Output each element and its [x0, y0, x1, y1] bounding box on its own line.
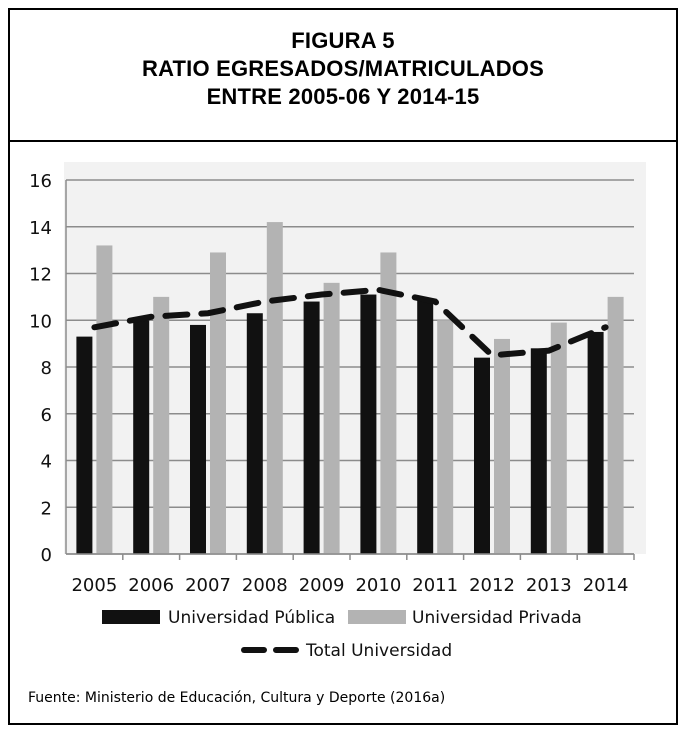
bar-privada [323, 282, 340, 554]
bar-privada [96, 245, 113, 554]
bar-publica [587, 331, 604, 554]
y-tick-label: 10 [29, 311, 52, 332]
figure-header: FIGURA 5 RATIO EGRESADOS/MATRICULADOS EN… [10, 10, 676, 142]
x-tick-label: 2011 [412, 575, 458, 596]
bar-chart: 0 2 4 6 8 10 12 14 16 2005 2006 2007 2008 2009 2010 201… [29, 162, 646, 661]
x-tick-label: 2007 [185, 575, 231, 596]
x-tick-label: 2013 [526, 575, 572, 596]
x-tick-label: 2014 [583, 575, 629, 596]
y-tick-label: 12 [29, 265, 52, 286]
x-tick-label: 2006 [128, 575, 174, 596]
source-note: Fuente: Ministerio de Educación, Cultura… [28, 690, 446, 706]
bar-privada [266, 222, 283, 554]
x-tick-label: 2005 [71, 575, 117, 596]
legend-label-total: Total Universidad [305, 641, 452, 661]
y-tick-label: 4 [41, 452, 52, 473]
bar-publica [530, 348, 547, 554]
legend-label-publica: Universidad Pública [168, 608, 335, 628]
figure-title-line-1: RATIO EGRESADOS/MATRICULADOS [141, 56, 544, 81]
y-tick-label: 6 [41, 405, 52, 426]
bar-publica [246, 313, 263, 554]
bar-publica [360, 294, 377, 554]
line-total-universidad [91, 286, 609, 359]
y-tick-label: 2 [41, 498, 52, 519]
y-tick-label: 16 [29, 171, 52, 192]
figure-label: FIGURA 5 [291, 28, 395, 53]
bar-publica [303, 301, 320, 554]
x-tick-label: 2010 [355, 575, 401, 596]
bar-publica [417, 299, 434, 554]
y-tick-label: 0 [41, 545, 52, 566]
bar-privada [494, 338, 510, 554]
legend-swatch-publica [102, 610, 160, 624]
bar-privada [550, 322, 567, 554]
bar-privada [437, 320, 454, 554]
y-tick-label: 14 [29, 218, 52, 239]
bar-publica [133, 320, 150, 554]
y-tick-label: 8 [41, 358, 52, 379]
bar-privada [153, 296, 170, 554]
x-tick-label: 2008 [242, 575, 288, 596]
bar-publica [474, 357, 490, 554]
bar-privada [210, 252, 226, 554]
legend-swatch-privada [348, 610, 406, 624]
bar-privada [380, 252, 397, 554]
figure-title-line-2: ENTRE 2005-06 Y 2014-15 [206, 84, 480, 109]
x-tick-label: 2009 [299, 575, 345, 596]
chart-area: 0 2 4 6 8 10 12 14 16 2005 2006 2007 2008 2009 2010 201… [10, 142, 676, 682]
figure-frame: FIGURA 5 RATIO EGRESADOS/MATRICULADOS EN… [8, 8, 678, 725]
bar-privada [607, 296, 624, 554]
bar-publica [190, 324, 206, 554]
x-tick-label: 2012 [469, 575, 515, 596]
bar-publica [76, 336, 93, 554]
legend-label-privada: Universidad Privada [412, 608, 582, 628]
